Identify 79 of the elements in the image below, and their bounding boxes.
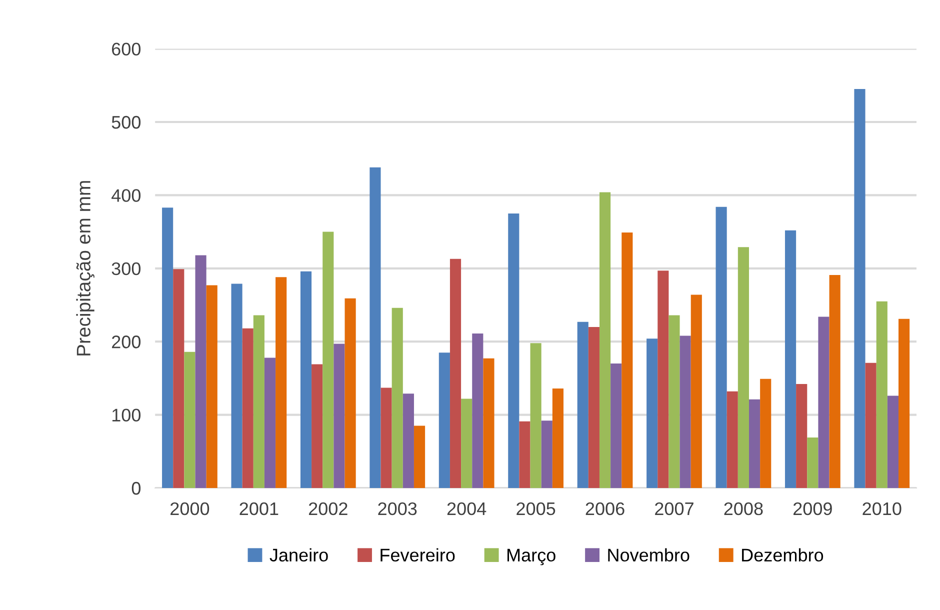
bar [646,338,658,488]
bar [818,316,830,488]
bar [865,362,876,488]
x-tick-label: 2002 [308,502,348,516]
bar [726,391,738,488]
bar [206,285,218,488]
bar [796,384,808,488]
bar [344,298,356,488]
legend-label: Novembro [608,548,690,562]
bar [748,399,760,488]
x-tick-label: 2004 [447,502,486,516]
y-tick-label: 400 [112,189,141,202]
bar [242,328,254,488]
x-tick-label: 2007 [655,502,694,516]
y-axis-title: Precipitação em mm [76,181,94,356]
bar [784,230,796,488]
y-tick-label: 100 [112,408,141,422]
bar [231,284,242,488]
x-tick-label: 2003 [378,502,417,516]
bar [264,358,276,488]
bar [370,167,381,488]
bar [253,315,264,488]
y-tick-label: 200 [112,336,141,348]
bar [322,232,334,488]
x-tick-label: 2008 [724,502,763,516]
bar [577,322,588,488]
bar [610,364,622,488]
y-tick-label: 300 [112,262,141,276]
bar [807,437,818,488]
bar [392,308,403,488]
legend-label: Dezembro [742,548,824,562]
bar [668,315,680,488]
bar [680,336,691,488]
bar [184,352,196,488]
bar [622,232,633,488]
bar [334,344,345,488]
bar [898,318,910,488]
bar [552,388,564,488]
legend-label: Janeiro [270,548,328,562]
bar [483,358,494,488]
y-tick-label: 0 [132,482,141,495]
bar [414,426,426,488]
x-tick-label: 2001 [240,502,278,516]
bar [173,269,184,488]
bar [380,388,392,488]
x-tick-label: 2000 [170,502,210,516]
bar [599,192,611,488]
bar [887,396,899,488]
bar [450,258,462,488]
bar [690,294,702,488]
bar [461,398,472,488]
bar [312,364,323,488]
bar [716,206,727,488]
y-tick-label: 500 [112,116,141,129]
bar [276,277,287,488]
bar [162,208,174,488]
bar [854,89,866,488]
bar [519,421,530,488]
x-tick-label: 2010 [862,502,902,516]
x-tick-label: 2005 [516,502,556,516]
bar [658,270,669,488]
bar [876,301,888,488]
legend-label: Março [507,548,556,566]
x-tick-label: 2006 [586,502,624,516]
bar [472,334,484,488]
bar [738,247,749,488]
bar [195,255,206,488]
bar [402,394,414,488]
bar [438,352,450,488]
bar [760,378,772,488]
x-tick-label: 2009 [794,502,832,516]
y-tick-label: 600 [112,42,141,56]
bar [300,271,312,488]
bar [508,214,520,488]
bar [829,274,840,488]
bar [588,326,600,488]
bar [530,343,542,488]
bar [541,420,552,488]
legend-label: Fevereiro [380,548,455,562]
